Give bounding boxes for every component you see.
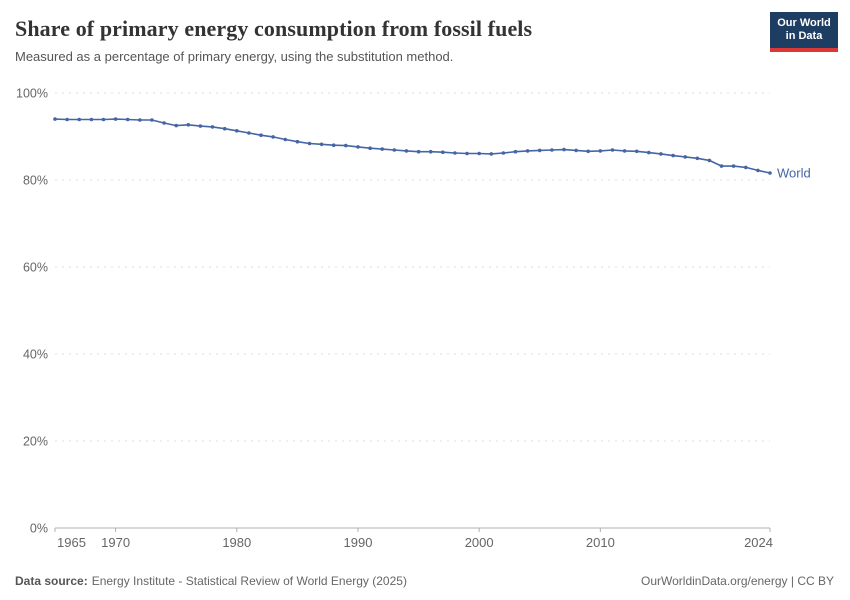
data-point[interactable] xyxy=(89,117,94,122)
data-point[interactable] xyxy=(634,149,639,154)
data-point[interactable] xyxy=(525,149,530,153)
data-point[interactable] xyxy=(125,117,130,122)
data-point[interactable] xyxy=(331,143,336,147)
data-point[interactable] xyxy=(586,149,590,154)
data-point[interactable] xyxy=(501,151,506,155)
data-point[interactable] xyxy=(247,131,251,135)
data-point[interactable] xyxy=(113,117,118,121)
data-point[interactable] xyxy=(465,151,469,156)
chart-footer: Data source: Energy Institute - Statistic… xyxy=(15,574,834,588)
y-tick-label: 60% xyxy=(23,261,48,275)
data-point[interactable] xyxy=(659,152,663,156)
data-point[interactable] xyxy=(295,139,300,144)
data-point[interactable] xyxy=(744,165,748,170)
data-point[interactable] xyxy=(731,164,736,168)
data-point[interactable] xyxy=(453,151,457,155)
data-point[interactable] xyxy=(598,149,603,153)
data-point[interactable] xyxy=(756,168,760,173)
data-point[interactable] xyxy=(550,148,554,152)
y-tick-label: 80% xyxy=(23,174,48,188)
data-point[interactable] xyxy=(344,143,348,148)
data-point[interactable] xyxy=(150,118,154,122)
data-source-value: Energy Institute - Statistical Review of… xyxy=(91,574,407,588)
data-point[interactable] xyxy=(77,117,81,122)
x-tick-label: 1970 xyxy=(101,535,130,550)
data-point[interactable] xyxy=(404,149,409,153)
data-point[interactable] xyxy=(380,147,385,151)
x-tick-label: 1965 xyxy=(57,535,86,550)
data-point[interactable] xyxy=(477,151,482,156)
data-point[interactable] xyxy=(174,123,178,128)
chart-header: Share of primary energy consumption from… xyxy=(0,0,850,65)
data-point[interactable] xyxy=(428,149,433,154)
data-point[interactable] xyxy=(392,148,397,152)
x-tick-label: 2010 xyxy=(586,535,615,550)
data-point[interactable] xyxy=(513,149,518,154)
y-tick-label: 20% xyxy=(23,435,48,449)
data-point[interactable] xyxy=(271,135,275,139)
data-point[interactable] xyxy=(562,147,566,152)
data-point[interactable] xyxy=(441,150,445,154)
data-point[interactable] xyxy=(647,150,651,155)
page-title: Share of primary energy consumption from… xyxy=(15,16,533,41)
data-point[interactable] xyxy=(235,129,239,133)
chart-subtitle: Measured as a percentage of primary ener… xyxy=(15,48,454,64)
data-point[interactable] xyxy=(356,145,360,149)
data-source: Data source: Energy Institute - Statistic… xyxy=(15,574,407,588)
data-point[interactable] xyxy=(719,164,724,168)
logo-line-2: in Data xyxy=(785,30,823,42)
data-point[interactable] xyxy=(53,117,57,121)
y-tick-label: 40% xyxy=(23,348,48,362)
data-point[interactable] xyxy=(307,141,312,146)
data-point[interactable] xyxy=(319,142,324,147)
data-point[interactable] xyxy=(283,137,288,142)
credit-link[interactable]: OurWorldinData.org/energy | CC BY xyxy=(641,574,834,588)
data-point[interactable] xyxy=(489,152,494,156)
data-point[interactable] xyxy=(198,124,203,128)
x-tick-label: 1990 xyxy=(344,535,373,550)
data-point[interactable] xyxy=(138,118,142,122)
logo-line-1: Our World xyxy=(777,17,831,29)
owid-logo[interactable]: Our World in Data xyxy=(770,12,838,52)
x-tick-label: 1980 xyxy=(222,535,251,550)
data-point[interactable] xyxy=(210,125,215,129)
data-point[interactable] xyxy=(671,153,675,158)
data-point[interactable] xyxy=(416,149,421,154)
data-point[interactable] xyxy=(222,126,227,131)
x-tick-label: 2024 xyxy=(744,535,773,550)
data-point[interactable] xyxy=(768,171,772,175)
data-point[interactable] xyxy=(368,146,372,150)
y-tick-label: 0% xyxy=(30,522,48,536)
data-point[interactable] xyxy=(65,117,69,122)
series-label-world: World xyxy=(777,166,811,181)
data-point[interactable] xyxy=(683,155,687,159)
data-point[interactable] xyxy=(707,158,712,163)
data-point[interactable] xyxy=(574,148,578,153)
data-point[interactable] xyxy=(622,149,627,153)
data-point[interactable] xyxy=(186,123,191,127)
data-point[interactable] xyxy=(101,117,106,122)
x-tick-label: 2000 xyxy=(465,535,494,550)
data-source-label: Data source: xyxy=(15,574,88,588)
data-point[interactable] xyxy=(162,121,166,125)
y-tick-label: 100% xyxy=(16,87,48,101)
data-point[interactable] xyxy=(610,148,615,152)
data-point[interactable] xyxy=(695,156,700,161)
series-line-world[interactable] xyxy=(54,118,771,174)
data-point[interactable] xyxy=(259,133,263,137)
data-point[interactable] xyxy=(537,148,542,153)
